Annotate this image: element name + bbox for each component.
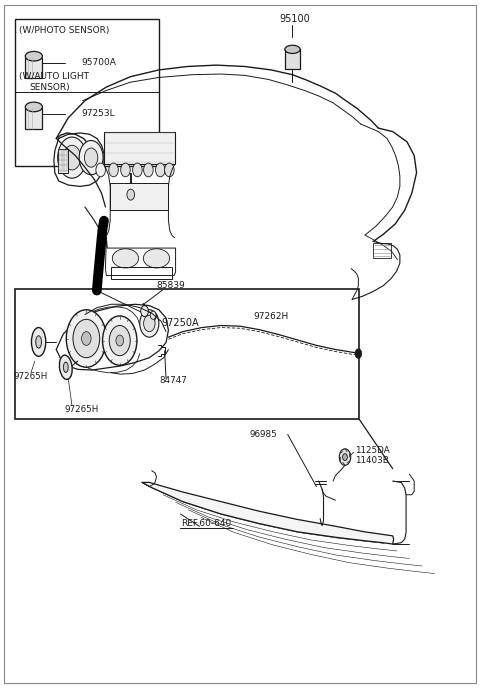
Circle shape (165, 163, 174, 177)
Bar (25, 108, 42, 129)
Circle shape (339, 449, 351, 465)
Circle shape (84, 148, 98, 167)
Bar (285, 50, 300, 69)
Ellipse shape (63, 362, 68, 372)
Bar (110, 183, 168, 211)
Circle shape (109, 325, 130, 356)
Text: (W/AUTO LIGHT: (W/AUTO LIGHT (19, 72, 89, 81)
Bar (25, 58, 42, 78)
Text: 84747: 84747 (159, 376, 187, 385)
Circle shape (63, 145, 81, 170)
Ellipse shape (32, 327, 46, 356)
Text: SENSOR): SENSOR) (29, 83, 70, 92)
Circle shape (140, 310, 159, 337)
Circle shape (58, 137, 86, 178)
Circle shape (103, 316, 137, 365)
Text: 97265H: 97265H (14, 372, 48, 381)
Circle shape (144, 315, 155, 332)
Text: 95100: 95100 (279, 14, 310, 23)
Text: 95700A: 95700A (82, 58, 117, 67)
Text: 97250A: 97250A (162, 319, 199, 328)
Bar (15, 19, 159, 166)
Text: 97265H: 97265H (64, 405, 99, 413)
Ellipse shape (25, 52, 42, 61)
Bar (58, 149, 68, 173)
Circle shape (96, 163, 106, 177)
Circle shape (116, 335, 123, 346)
Circle shape (150, 311, 156, 319)
Circle shape (127, 189, 134, 200)
Text: (W/PHOTO SENSOR): (W/PHOTO SENSOR) (19, 25, 109, 34)
Circle shape (73, 319, 100, 358)
Circle shape (109, 163, 118, 177)
Circle shape (141, 305, 148, 316)
Text: 96985: 96985 (249, 430, 277, 439)
Bar (372, 244, 391, 259)
Ellipse shape (144, 249, 169, 268)
Text: 85839: 85839 (156, 281, 185, 290)
Polygon shape (142, 482, 394, 544)
Circle shape (144, 163, 153, 177)
Text: 97262H: 97262H (253, 312, 288, 321)
Circle shape (343, 453, 348, 460)
Ellipse shape (25, 102, 42, 111)
Ellipse shape (36, 336, 41, 348)
Bar (111, 266, 172, 279)
Ellipse shape (112, 249, 139, 268)
Text: 11403B: 11403B (355, 456, 388, 465)
Text: 1125DA: 1125DA (355, 446, 389, 455)
Bar (104, 131, 175, 164)
Circle shape (79, 140, 103, 175)
Circle shape (82, 332, 91, 345)
Circle shape (156, 163, 165, 177)
Circle shape (120, 163, 130, 177)
Ellipse shape (60, 355, 72, 380)
Circle shape (66, 310, 107, 367)
Circle shape (132, 163, 142, 177)
Ellipse shape (285, 45, 300, 54)
Text: REF.60-640: REF.60-640 (181, 519, 232, 528)
Bar (15, 289, 360, 420)
Text: 97253L: 97253L (82, 109, 115, 118)
Circle shape (355, 349, 362, 358)
